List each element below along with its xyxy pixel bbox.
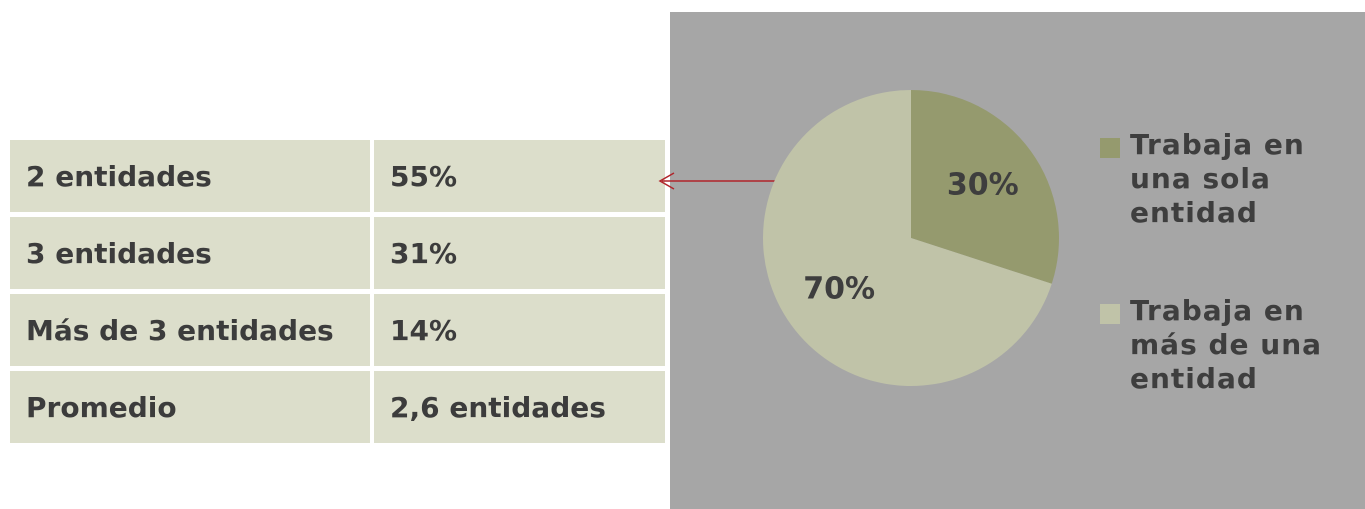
legend-swatch [1100,138,1120,158]
slice-label: 70% [803,272,875,307]
slice-label: 30% [947,167,1019,202]
legend-item: Trabaja en una sola entidad [1100,128,1350,230]
table-cell: Promedio [10,371,370,443]
pie-slice [911,90,1059,284]
table-cell: 2,6 entidades [374,371,665,443]
table-cell: 3 entidades [10,217,370,289]
legend-label: Trabaja en una sola entidad [1130,128,1305,229]
entities-table: 2 entidades 55% 3 entidades 31% Más de 3 ent… [6,135,669,448]
table-cell: 14% [374,294,665,366]
table-row: Promedio 2,6 entidades [10,371,665,443]
arrow-head [658,172,675,190]
table-row: Más de 3 entidades 14% [10,294,665,366]
table-cell: 31% [374,217,665,289]
table-cell: 55% [374,140,665,212]
pie-slice [763,90,1052,386]
table-cell: 2 entidades [10,140,370,212]
legend-item: Trabaja en más de una entidad [1100,294,1350,396]
table-row: 3 entidades 31% [10,217,665,289]
legend-label: Trabaja en más de una entidad [1130,294,1323,395]
table-row: 2 entidades 55% [10,140,665,212]
legend-swatch [1100,304,1120,324]
table-cell: Más de 3 entidades [10,294,370,366]
